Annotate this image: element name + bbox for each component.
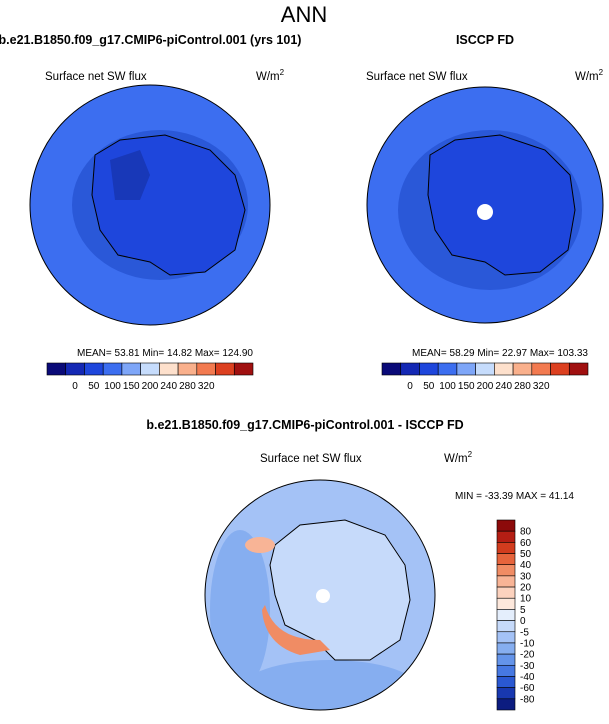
colorbar-box (531, 362, 551, 376)
colorbar-box (496, 553, 516, 566)
stats: MEAN= 58.29 Min= 22.97 Max= 103.33 (412, 348, 588, 359)
colorbar-label: 50 (88, 381, 100, 392)
panel-title: b.e21.B1850.f09_g17.CMIP6-piControl.001 … (146, 418, 463, 432)
colorbar-box (475, 362, 495, 376)
colorbar-label: -5 (520, 627, 529, 638)
colorbar-label: 40 (520, 560, 532, 571)
colorbar-box (177, 362, 198, 376)
colorbar-label: -20 (520, 650, 535, 661)
colorbar-box (496, 609, 516, 621)
colorbar-box (550, 362, 570, 376)
colorbar-box (437, 362, 458, 376)
colorbar-label: 60 (520, 538, 532, 549)
colorbar-box (65, 362, 85, 376)
colorbar-label: 200 (477, 381, 494, 392)
colorbar-label: 240 (160, 381, 177, 392)
colorbar-label: 320 (198, 381, 215, 392)
colorbar-box (496, 631, 516, 644)
stats: MEAN= 53.81 Min= 14.82 Max= 124.90 (77, 348, 253, 359)
colorbar-label: 30 (520, 571, 532, 582)
colorbar-box (496, 664, 516, 677)
colorbar-box (496, 687, 516, 700)
colorbar-box (159, 362, 179, 376)
colorbar-label: 0 (407, 381, 413, 392)
colorbar-box (496, 530, 516, 543)
colorbar-box (568, 362, 589, 376)
colorbar-box (496, 586, 516, 599)
panel-title: b.e21.B1850.f09_g17.CMIP6-piControl.001 … (0, 33, 301, 47)
colorbar-box (196, 362, 216, 376)
colorbar-box (496, 597, 516, 610)
colorbar-label: 20 (520, 583, 532, 594)
colorbar-label: 0 (520, 616, 526, 627)
colorbar-label: 100 (104, 381, 121, 392)
colorbar-box (84, 362, 104, 376)
colorbar-label: 50 (520, 549, 532, 560)
colorbar-box (496, 620, 516, 633)
figure-title: ANN (281, 2, 327, 27)
colorbar-box (381, 362, 402, 376)
colorbar-box (456, 362, 476, 376)
colorbar-label: 100 (439, 381, 456, 392)
colorbar-box (496, 564, 516, 577)
colorbar-box (46, 362, 67, 376)
colorbar-box (102, 362, 123, 376)
colorbar-label: 280 (179, 381, 196, 392)
colorbar-box (233, 362, 254, 376)
colorbar-box (496, 676, 516, 688)
colorbar-box (496, 519, 516, 532)
colorbar-box (400, 362, 420, 376)
colorbar-box (140, 362, 160, 376)
colorbar-box (494, 362, 514, 376)
colorbar-label: -40 (520, 672, 535, 683)
colorbar-label: 240 (495, 381, 512, 392)
map (205, 480, 435, 710)
colorbar-box (496, 698, 516, 711)
units: W/m2 (444, 450, 473, 465)
variable-label: Surface net SW flux (260, 453, 362, 465)
colorbar-box (496, 575, 516, 588)
colorbar-label: 10 (520, 594, 532, 605)
colorbar-label: 320 (533, 381, 550, 392)
colorbar-label: 150 (458, 381, 475, 392)
colorbar-box (496, 542, 516, 554)
map (367, 87, 603, 323)
colorbar-label: 50 (423, 381, 435, 392)
units: W/m2 (575, 68, 604, 83)
colorbar-label: -80 (520, 694, 535, 705)
stats: MIN = -33.39 MAX = 41.14 (455, 491, 574, 502)
map (30, 85, 270, 325)
colorbar-label: 80 (520, 527, 532, 538)
colorbar-box (512, 362, 533, 376)
colorbar-box (496, 642, 516, 655)
colorbar-label: -30 (520, 661, 535, 672)
colorbar-label: -60 (520, 683, 535, 694)
colorbar-label: 150 (123, 381, 140, 392)
units: W/m2 (256, 68, 285, 83)
panel-title: ISCCP FD (456, 33, 514, 47)
variable-label: Surface net SW flux (45, 71, 147, 83)
colorbar-box (496, 653, 516, 666)
colorbar-box (121, 362, 141, 376)
colorbar-label: 5 (520, 605, 526, 616)
colorbar-box (215, 362, 235, 376)
variable-label: Surface net SW flux (366, 71, 468, 83)
colorbar-label: 280 (514, 381, 531, 392)
colorbar-box (419, 362, 439, 376)
colorbar-label: 200 (142, 381, 159, 392)
colorbar-label: 0 (72, 381, 78, 392)
colorbar-label: -10 (520, 638, 535, 649)
